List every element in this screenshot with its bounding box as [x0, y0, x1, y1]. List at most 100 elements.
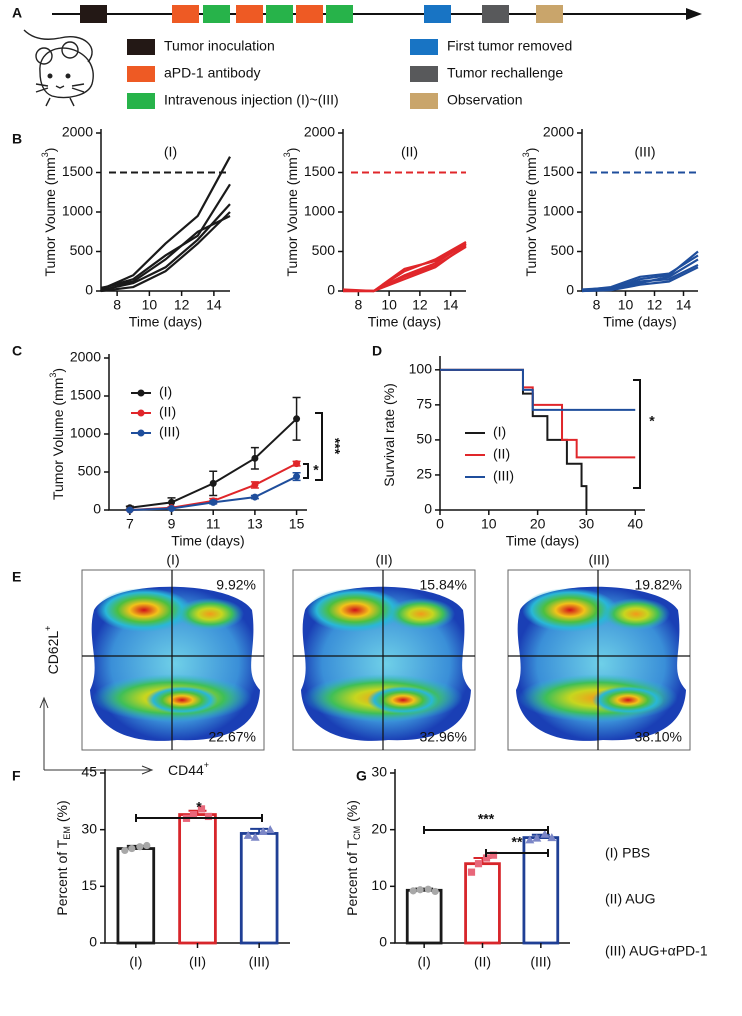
- significance-bracket: [633, 379, 641, 489]
- y-axis-label: Tumor Voume (mm3): [521, 148, 538, 277]
- data-point: [293, 460, 301, 468]
- legend-label: Tumor rechallenge: [447, 65, 563, 81]
- data-point: [474, 860, 483, 868]
- series-line: [581, 266, 699, 293]
- group-legend: (III) AUG+αPD-1: [605, 943, 708, 959]
- y-tick-label: 45: [81, 764, 97, 780]
- x-tick-label: 10: [142, 297, 158, 313]
- timeline-arrow: [686, 8, 702, 20]
- y-tick-label: 1500: [543, 163, 574, 179]
- flow-axis-arrow: [44, 765, 154, 775]
- panel-label: G: [356, 768, 367, 784]
- flow-hotspot: [387, 598, 455, 630]
- y-axis-label: Survival rate (%): [381, 383, 397, 486]
- x-tick-label: 12: [174, 297, 190, 313]
- legend-label: (I): [493, 424, 506, 440]
- timeline-block: [203, 5, 230, 23]
- y-axis-label-text: Percent of T: [54, 839, 70, 915]
- data-point: [209, 498, 217, 506]
- timeline-block: [296, 5, 323, 23]
- data-point: [424, 885, 432, 893]
- x-tick-label: 12: [412, 297, 428, 313]
- legend-label: Observation: [447, 92, 522, 108]
- y-tick-label: 2000: [62, 124, 93, 140]
- x-tick-label: (II): [474, 954, 491, 970]
- data-point: [293, 473, 301, 481]
- x-tick-label: 8: [593, 297, 601, 313]
- x-tick-label: 7: [126, 516, 134, 532]
- x-tick-label: 40: [627, 516, 643, 532]
- y-axis-label-text: Percent of T: [344, 839, 360, 915]
- series-line: [343, 242, 467, 293]
- flow-ylabel-sup: +: [43, 626, 53, 631]
- flow-percent: 19.82%: [635, 577, 682, 593]
- significance-label: **: [512, 834, 523, 850]
- data-point: [431, 887, 439, 896]
- y-tick-label: 500: [551, 242, 575, 258]
- legend-label: (I): [159, 384, 172, 400]
- legend-swatch: [127, 39, 155, 55]
- flow-percent: 38.10%: [635, 729, 682, 745]
- flow-hotspot: [602, 598, 670, 630]
- x-tick-label: 13: [247, 516, 263, 532]
- x-tick-label: 10: [481, 516, 497, 532]
- y-tick-label: 1500: [62, 163, 93, 179]
- timeline-block: [80, 5, 107, 23]
- x-tick-label: 10: [618, 297, 634, 313]
- flow-title: (III): [589, 552, 610, 568]
- legend-marker: [137, 409, 145, 417]
- series-line: [581, 263, 699, 291]
- y-tick-label: 0: [379, 934, 387, 950]
- survival-curve: [440, 368, 588, 510]
- flow-hotspot: [307, 588, 403, 632]
- group-legend: (II) AUG: [605, 891, 656, 907]
- y-tick-label: 50: [416, 431, 432, 447]
- y-tick-label: 2000: [304, 124, 335, 140]
- y-axis-label-sup: 3: [40, 152, 50, 157]
- y-tick-label: 20: [371, 820, 387, 836]
- y-tick-label: 2000: [543, 124, 574, 140]
- y-tick-label: 0: [93, 501, 101, 517]
- y-tick-label: 75: [416, 396, 432, 412]
- legend-swatch: [410, 66, 438, 82]
- x-tick-label: (II): [189, 954, 206, 970]
- y-axis-label-text: Tumor Voume (mm: [523, 157, 539, 276]
- series-line: [342, 242, 467, 293]
- y-tick-label: 0: [566, 282, 574, 298]
- significance-bracket: [135, 814, 263, 822]
- legend-swatch: [410, 93, 438, 109]
- data-point: [532, 833, 542, 842]
- data-point: [209, 479, 217, 487]
- x-tick-label: 12: [647, 297, 663, 313]
- group-legend: (I) PBS: [605, 845, 650, 861]
- data-point: [416, 886, 424, 894]
- data-point: [251, 493, 259, 501]
- y-tick-label: 0: [89, 934, 97, 950]
- series-line: [100, 203, 231, 292]
- panel-label: F: [12, 768, 21, 784]
- x-tick-label: (I): [129, 954, 142, 970]
- y-axis-label-text: Tumor Voume (mm: [42, 157, 58, 276]
- series-line: [343, 245, 467, 293]
- y-axis-label-end: ): [50, 368, 66, 373]
- chart-title: (I): [164, 144, 177, 160]
- legend-marker: [137, 389, 145, 397]
- series-line: [100, 183, 231, 290]
- significance-label: ***: [478, 811, 495, 827]
- timeline-block: [536, 5, 563, 23]
- y-tick-label: 10: [371, 877, 387, 893]
- bar: [239, 832, 279, 945]
- legend-label: (III): [159, 424, 180, 440]
- legend-label: (II): [493, 446, 510, 462]
- x-tick-label: 14: [676, 297, 692, 313]
- y-tick-label: 1000: [304, 203, 335, 219]
- y-tick-label: 1000: [62, 203, 93, 219]
- timeline-block: [482, 5, 509, 23]
- x-tick-label: 0: [436, 516, 444, 532]
- legend-label: First tumor removed: [447, 38, 572, 54]
- legend-label: aPD-1 antibody: [164, 65, 261, 81]
- data-point: [547, 833, 557, 842]
- flow-ylabel-text: CD62L: [45, 631, 61, 675]
- y-axis-label-sup: 3: [282, 152, 292, 157]
